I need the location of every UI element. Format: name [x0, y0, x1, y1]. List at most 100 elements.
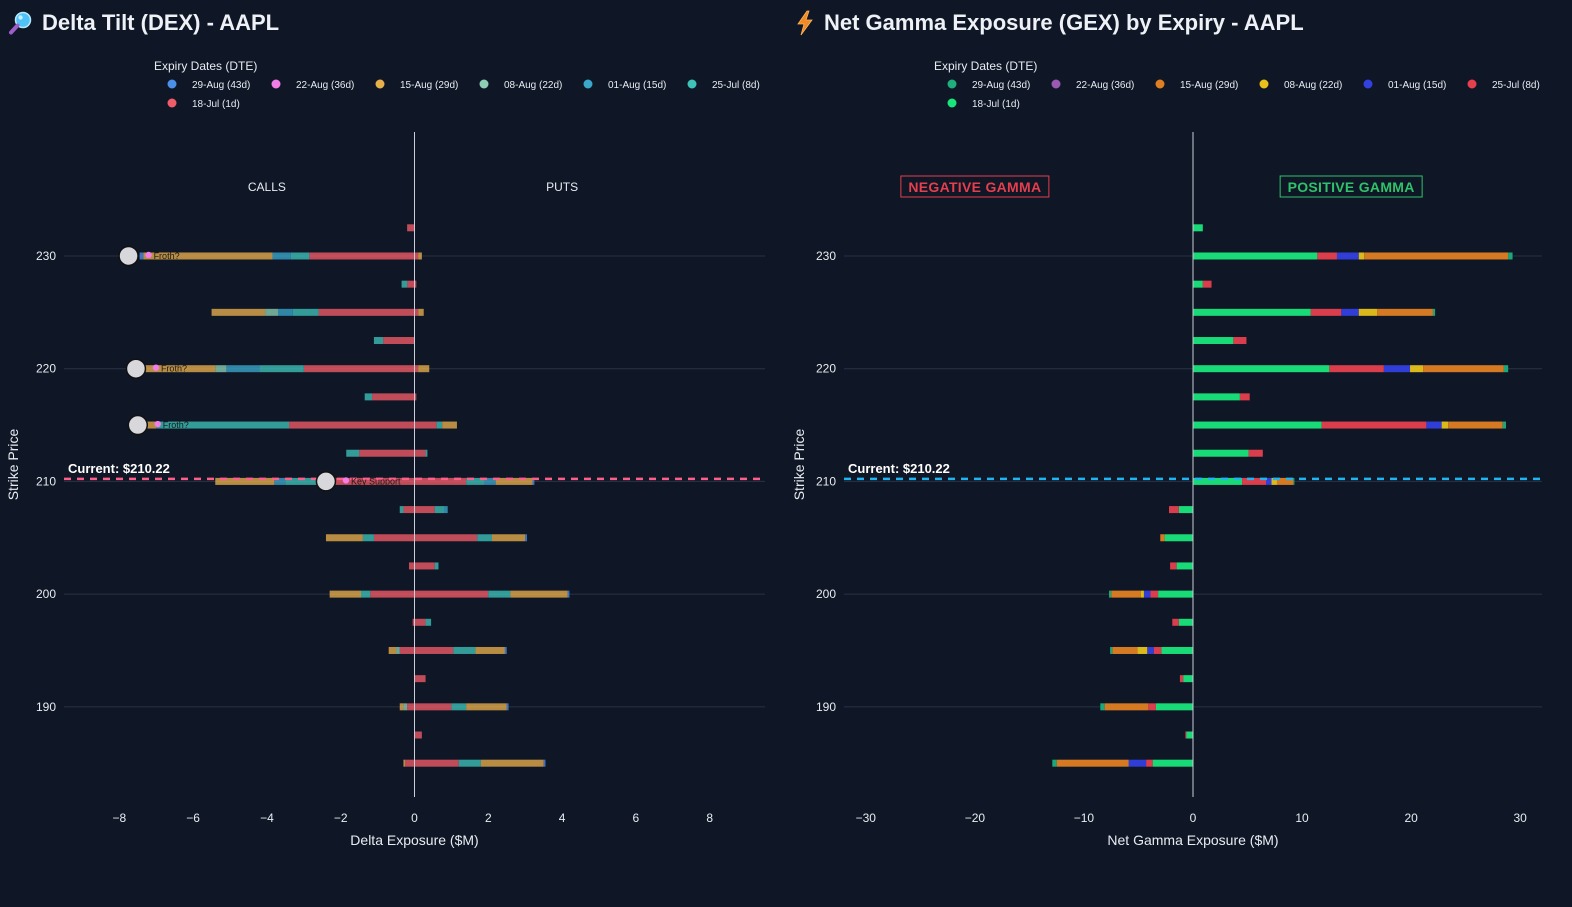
gex-bar-207-5-25-jul-8d [1169, 506, 1179, 514]
gex-bar-202-5-25-jul-8d [1170, 562, 1177, 570]
call-bar-210-15-aug-29d [215, 477, 275, 485]
put-bar-190-18-jul-1d [414, 703, 452, 711]
put-bar-210-18-jul-1d [414, 477, 467, 485]
legend-title: Expiry Dates (DTE) [154, 59, 257, 73]
gex-bar-220-08-aug-22d [1410, 365, 1424, 373]
y-tick-200: 200 [36, 587, 56, 601]
gex-bar-197-5-18-jul-1d [1178, 618, 1193, 626]
x-tick-4: 4 [559, 811, 566, 825]
put-bar-205-29-aug-43d [525, 534, 528, 542]
gex-bar-195-25-jul-8d [1153, 646, 1162, 654]
call-bar-185-18-jul-1d [405, 759, 415, 767]
legend-label-29-aug-43d: 29-Aug (43d) [972, 80, 1030, 91]
put-bar-205-15-aug-29d [491, 534, 526, 542]
y-tick-190: 190 [816, 700, 836, 714]
x-tick-4: −4 [260, 811, 274, 825]
gex-bar-200-08-aug-22d [1140, 590, 1144, 598]
gex-bar-230-15-aug-29d [1364, 252, 1509, 260]
put-bar-200-15-aug-29d [510, 590, 568, 598]
call-bar-210-25-jul-8d [285, 477, 323, 485]
call-bar-225-25-jul-8d [292, 308, 319, 316]
gex-bar-200-18-jul-1d [1158, 590, 1193, 598]
gex-bar-230-08-aug-22d [1358, 252, 1365, 260]
gex-panel: Expiry Dates (DTE) 29-Aug (43d) 22-Aug (36… [786, 0, 1572, 907]
dex-chart: Expiry Dates (DTE) 29-Aug (43d) 22-Aug (36… [5, 59, 765, 848]
put-bar-202-5-18-jul-1d [414, 562, 435, 570]
calls-label: CALLS [248, 180, 286, 194]
legend-marker-08-aug-22d [479, 79, 489, 89]
gex-bar-227-5-18-jul-1d [1193, 280, 1203, 288]
put-bar-227-5-18-jul-1d [414, 280, 417, 288]
put-bar-200-29-aug-43d [567, 590, 570, 598]
gex-bar-222-5-18-jul-1d [1193, 337, 1234, 345]
gex-bar-205-15-aug-29d [1160, 534, 1165, 542]
call-bar-195-15-aug-29d [388, 646, 397, 654]
gex-bar-200-01-aug-15d [1143, 590, 1151, 598]
legend-label-08-aug-22d: 08-Aug (22d) [504, 80, 562, 91]
gex-bar-210-18-jul-1d [1193, 477, 1243, 485]
call-bar-230-18-jul-1d [309, 252, 415, 260]
call-bar-220-08-aug-22d [215, 365, 227, 373]
gex-bar-230-01-aug-15d [1336, 252, 1359, 260]
y-tick-200: 200 [816, 587, 836, 601]
legend-label-15-aug-29d: 15-Aug (29d) [1180, 80, 1238, 91]
gex-bar-230-29-aug-43d [1508, 252, 1513, 260]
gex-bar-200-15-aug-29d [1111, 590, 1141, 598]
put-bar-212-5-18-jul-1d [414, 449, 426, 457]
y-tick-220: 220 [36, 362, 56, 376]
call-bar-232-5-18-jul-1d [407, 224, 415, 232]
call-bar-225-08-aug-22d [265, 308, 278, 316]
x-axis-title: Net Gamma Exposure ($M) [1107, 832, 1278, 848]
gex-bar-215-15-aug-29d [1448, 421, 1503, 429]
x-tick-6: −6 [186, 811, 200, 825]
call-bar-195-18-jul-1d [399, 646, 415, 654]
put-bar-230-18-jul-1d [414, 252, 419, 260]
legend-marker-01-aug-15d [583, 79, 593, 89]
put-bar-220-15-aug-29d [418, 365, 430, 373]
call-bar-212-5-25-jul-8d [346, 449, 360, 457]
gex-title-text: Net Gamma Exposure (GEX) by Expiry - AAP… [824, 10, 1304, 35]
legend-marker-15-aug-29d [375, 79, 385, 89]
gex-bar-230-18-jul-1d [1193, 252, 1318, 260]
call-bar-210-01-aug-15d [274, 477, 286, 485]
call-bar-220-15-aug-29d [137, 365, 216, 373]
legend-marker-25-jul-8d [687, 79, 697, 89]
gex-bar-215-25-jul-8d [1321, 421, 1427, 429]
gex-bar-190-15-aug-29d [1104, 703, 1149, 711]
put-bar-195-18-jul-1d [414, 646, 454, 654]
x-tick-6: 6 [633, 811, 640, 825]
call-bar-190-18-jul-1d [407, 703, 415, 711]
call-bar-220-25-jul-8d [259, 365, 304, 373]
gex-bar-195-01-aug-15d [1147, 646, 1154, 654]
legend-label-18-jul-1d: 18-Jul (1d) [972, 99, 1020, 110]
gex-bar-185-01-aug-15d [1128, 759, 1147, 767]
call-bar-227-5-18-jul-1d [407, 280, 415, 288]
x-tick-30: 30 [1514, 811, 1528, 825]
marker-icon-0 [145, 251, 152, 259]
put-bar-225-18-jul-1d [414, 308, 419, 316]
gex-bar-225-25-jul-8d [1310, 308, 1342, 316]
marker-icon-2 [154, 420, 161, 428]
legend-title: Expiry Dates (DTE) [934, 59, 1037, 73]
gex-bar-192-5-18-jul-1d [1183, 675, 1193, 683]
gex-bar-187-5-25-jul-8d [1185, 731, 1187, 739]
put-bar-215-15-aug-29d [442, 421, 457, 429]
gex-bar-207-5-18-jul-1d [1178, 506, 1193, 514]
dex-panel: Expiry Dates (DTE) 29-Aug (43d) 22-Aug (36… [5, 10, 765, 848]
gex-bar-195-08-aug-22d [1137, 646, 1148, 654]
put-bar-192-5-18-jul-1d [414, 675, 426, 683]
gex-bar-190-25-jul-8d [1148, 703, 1156, 711]
gex-bar-185-18-jul-1d [1152, 759, 1193, 767]
marker-icon-1 [152, 364, 160, 371]
current-price-label: Current: $210.22 [848, 461, 950, 476]
gex-bar-185-25-jul-8d [1146, 759, 1153, 767]
call-bar-230-15-aug-29d [143, 252, 273, 260]
put-bar-190-25-jul-8d [451, 703, 467, 711]
x-tick-30: −30 [856, 811, 877, 825]
call-bar-215-25-jul-8d [156, 421, 290, 429]
x-tick-20: 20 [1404, 811, 1418, 825]
put-bar-207-5-25-jul-8d [434, 506, 445, 514]
gex-bar-202-5-18-jul-1d [1176, 562, 1193, 570]
call-bar-197-5-18-jul-1d [412, 618, 415, 626]
call-bar-195-08-aug-22d [396, 646, 400, 654]
